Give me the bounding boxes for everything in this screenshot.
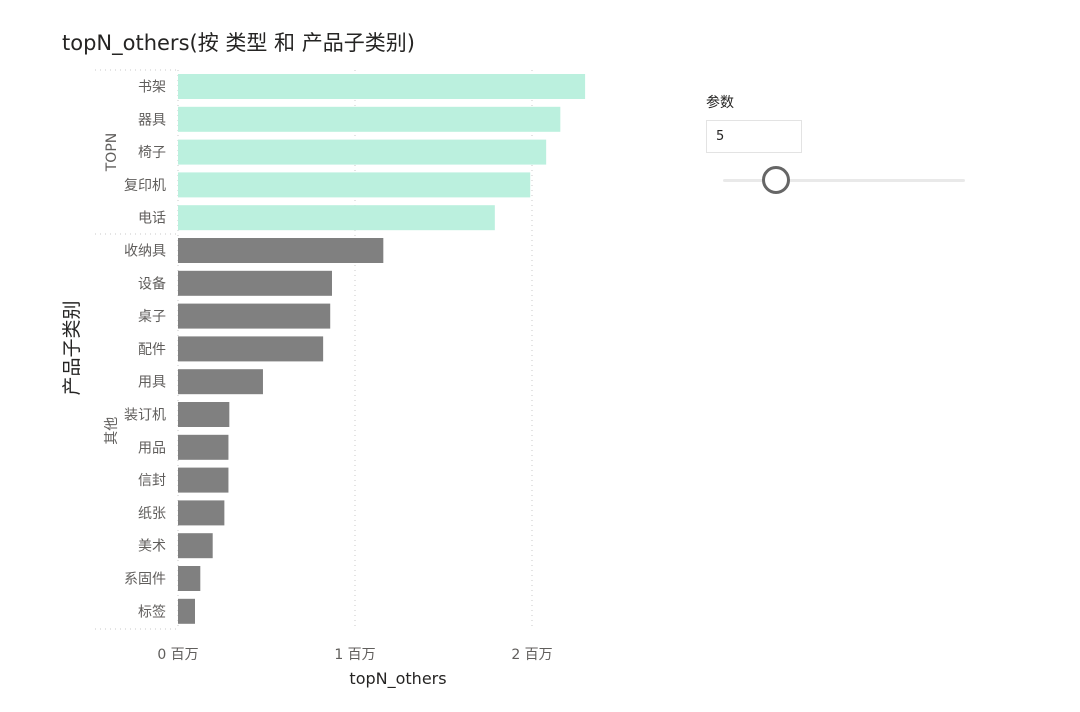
bar[interactable] — [178, 205, 495, 231]
bar[interactable] — [178, 336, 324, 362]
bar[interactable] — [178, 598, 195, 624]
bar[interactable] — [178, 303, 331, 329]
parameter-value-input[interactable]: 5 — [706, 120, 802, 153]
bars-layer — [178, 74, 586, 624]
bar[interactable] — [178, 566, 201, 591]
labels-layer: 0 百万 1 百万 2 百万 书架器具椅子复印机电话收纳具设备桌子配件用具装订机用品信… — [104, 80, 553, 664]
bar[interactable] — [178, 500, 225, 526]
category-label: 收纳具 — [124, 244, 166, 260]
category-label: 系固件 — [124, 572, 166, 588]
category-label: 桌子 — [138, 309, 166, 325]
category-label: 纸张 — [138, 506, 166, 522]
category-label: 用具 — [138, 375, 166, 391]
bar[interactable] — [178, 172, 531, 198]
bar[interactable] — [178, 402, 230, 427]
bar[interactable] — [178, 533, 213, 559]
bar[interactable] — [178, 467, 229, 493]
category-label: 器具 — [138, 112, 166, 128]
parameter-label: 参数 — [706, 95, 734, 111]
bar[interactable] — [178, 74, 586, 99]
bar[interactable] — [178, 238, 384, 263]
category-label: 用品 — [138, 440, 166, 456]
chart-title: topN_others(按 类型 和 产品子类别) — [62, 31, 415, 55]
category-label: 装订机 — [124, 408, 166, 424]
bar[interactable] — [178, 369, 263, 395]
x-tick-label: 0 百万 — [157, 647, 198, 663]
category-label: 椅子 — [138, 145, 166, 161]
bar[interactable] — [178, 270, 332, 296]
parameter-slider-track[interactable] — [723, 179, 965, 182]
category-label: 电话 — [138, 211, 166, 227]
x-tick-label: 2 百万 — [511, 647, 552, 663]
group-label: 其他 — [104, 417, 120, 445]
group-label: TOPN — [104, 133, 120, 173]
category-label: 美术 — [138, 539, 166, 555]
category-label: 配件 — [138, 342, 166, 358]
bar[interactable] — [178, 139, 547, 165]
x-axis-title: topN_others — [349, 669, 446, 689]
x-tick-label: 1 百万 — [334, 647, 375, 663]
category-label: 复印机 — [124, 177, 166, 194]
category-label: 设备 — [138, 275, 166, 292]
parameter-slider-thumb[interactable] — [762, 166, 791, 194]
bar[interactable] — [178, 434, 229, 460]
category-label: 标签 — [138, 603, 166, 620]
bar[interactable] — [178, 106, 561, 132]
y-axis-title: 产品子类别 — [61, 300, 83, 395]
category-label: 书架 — [138, 80, 166, 96]
parameter-slicer: 参数 5 — [706, 90, 976, 200]
category-label: 信封 — [138, 473, 166, 489]
